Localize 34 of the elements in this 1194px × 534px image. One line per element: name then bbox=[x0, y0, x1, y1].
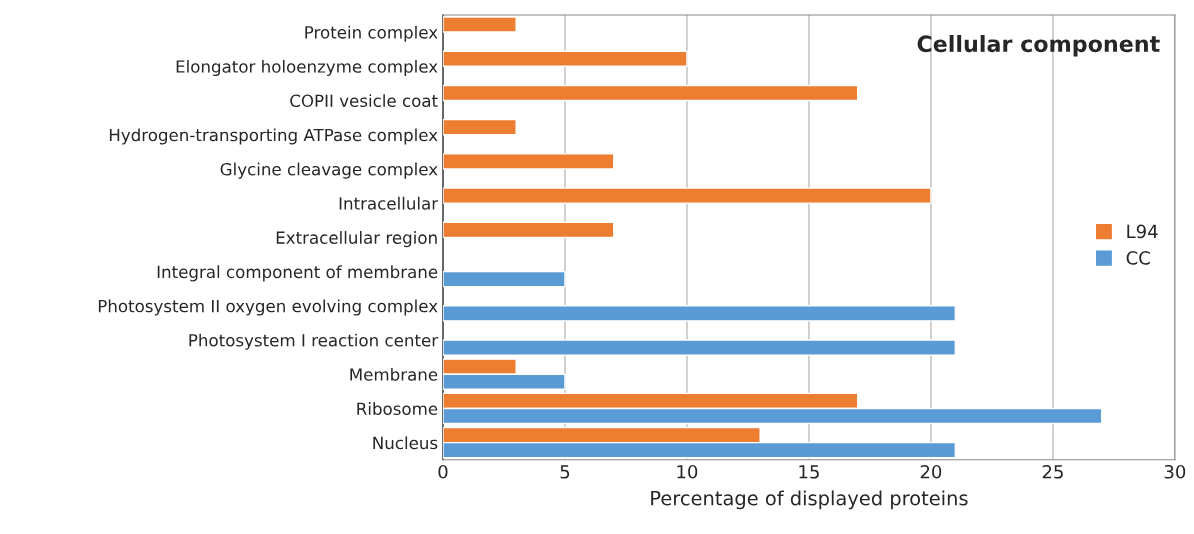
y-tick-label: Glycine cleavage complex bbox=[220, 162, 438, 179]
x-tick-label: 0 bbox=[438, 464, 448, 479]
y-tick-label: Elongator holoenzyme complex bbox=[176, 59, 438, 77]
x-tick-label: 15 bbox=[799, 465, 819, 479]
bar bbox=[442, 153, 615, 170]
bar bbox=[442, 221, 615, 239]
bar bbox=[442, 16, 517, 33]
text: Cellular component bbox=[917, 34, 1160, 57]
y-tick-label: Ribosome bbox=[357, 402, 438, 416]
bar bbox=[442, 305, 957, 322]
x-tick-label: 5 bbox=[560, 465, 570, 479]
y-tick-label: Membrane bbox=[350, 367, 438, 381]
legend-label: L94 bbox=[1127, 224, 1158, 239]
legend-label: CC bbox=[1126, 251, 1150, 265]
bar bbox=[442, 118, 517, 136]
y-tick-label: Nucleus bbox=[373, 436, 438, 450]
x-tick-label: 30 bbox=[1164, 464, 1186, 479]
bar bbox=[442, 50, 688, 67]
y-tick-label: COPII vesicle coat bbox=[290, 94, 438, 108]
bar bbox=[442, 270, 566, 288]
y-tick-label: Extracellular region bbox=[276, 231, 437, 248]
bar bbox=[442, 187, 932, 204]
bar bbox=[442, 339, 957, 356]
x-tick-label: 25 bbox=[1042, 464, 1063, 479]
y-tick-label: Hydrogen-transporting ATPase complex bbox=[109, 128, 438, 145]
x-tick-label: 20 bbox=[920, 464, 942, 479]
bar bbox=[442, 84, 859, 102]
y-tick-label: Intracellular bbox=[339, 196, 439, 210]
x-axis-title: Percentage of displayed proteins bbox=[651, 490, 968, 510]
y-tick-label: Photosystem II oxygen evolving complex bbox=[98, 299, 438, 316]
x-tick-label: 10 bbox=[677, 464, 698, 479]
y-tick-label: Integral component of membrane bbox=[157, 265, 438, 282]
y-tick-label: Photosystem I reaction center bbox=[189, 333, 439, 350]
y-tick-label: Protein complex bbox=[305, 25, 438, 42]
